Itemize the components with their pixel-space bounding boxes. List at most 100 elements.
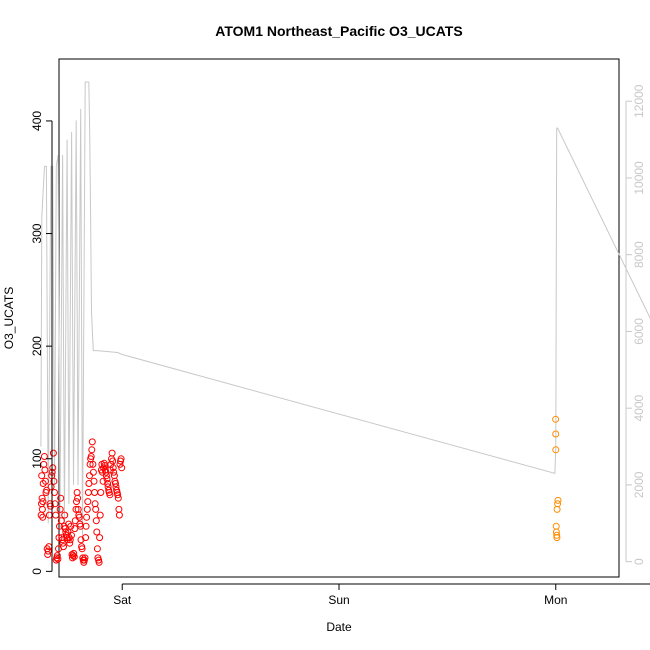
data-point-1 [39, 480, 47, 487]
data-point-1 [84, 498, 92, 506]
x-tick-label: Sat [113, 593, 132, 607]
data-point-2 [552, 430, 560, 438]
data-point-1 [91, 500, 99, 508]
data-point-1 [57, 494, 65, 502]
y-axis-label: O3_UCATS [2, 287, 16, 349]
data-point-1 [82, 522, 90, 530]
data-point-1 [93, 545, 101, 553]
data-point-1 [110, 468, 118, 476]
data-point-1 [106, 491, 114, 499]
data-point-1 [44, 547, 52, 555]
altitude-series [40, 81, 650, 543]
x-tick-label: Sun [328, 593, 349, 607]
data-point-2 [554, 500, 562, 508]
data-point-1 [66, 539, 74, 547]
data-point-2 [552, 415, 560, 423]
plot-box [58, 58, 620, 578]
data-point-1 [67, 522, 75, 530]
data-point-1 [97, 489, 105, 496]
data-point-1 [87, 453, 95, 460]
data-point-1 [92, 517, 100, 525]
data-point-1 [74, 494, 82, 502]
y-tick-label: 300 [30, 223, 44, 243]
data-point-1 [68, 551, 76, 558]
data-point-1 [75, 513, 83, 521]
altitude-line [40, 81, 650, 543]
data-point-1 [73, 489, 81, 496]
data-point-1 [53, 552, 61, 560]
data-point-1 [82, 534, 90, 542]
data-point-1 [43, 486, 51, 494]
data-point-1 [47, 483, 55, 491]
y2-tick-label: 6000 [632, 318, 646, 345]
data-point-1 [40, 453, 48, 460]
data-point-2 [553, 534, 561, 542]
data-point-1 [89, 460, 97, 468]
data-point-1 [117, 455, 125, 463]
y2-tick-label: 2000 [632, 471, 646, 498]
data-point-1 [60, 543, 67, 551]
data-point-1 [54, 555, 62, 563]
y-axis: 0 100 200 300 400 [30, 111, 53, 575]
data-point-1 [90, 477, 98, 485]
data-point-2 [552, 522, 560, 530]
data-point-2 [553, 531, 561, 539]
x-axis: SatSunMonTue [113, 583, 650, 607]
y-tick-label: 0 [30, 568, 44, 575]
data-point-1 [83, 505, 91, 513]
data-point-1 [96, 534, 104, 542]
data-point-1 [71, 517, 79, 525]
data-point-1 [59, 539, 67, 547]
y2-tick-label: 10000 [632, 161, 646, 195]
x-axis-label: Date [326, 620, 352, 634]
data-point-1 [39, 513, 47, 521]
data-point-1 [114, 494, 122, 502]
data-point-1 [65, 520, 73, 528]
data-point-1 [84, 489, 92, 496]
data-point-1 [92, 505, 100, 513]
data-point-2 [554, 496, 562, 504]
data-point-1 [109, 464, 117, 472]
data-point-1 [41, 466, 49, 474]
data-point-1 [86, 472, 93, 480]
data-point-1 [81, 554, 89, 562]
data-point-1 [73, 498, 80, 506]
x-tick-label: Mon [544, 593, 567, 607]
y2-tick-label: 0 [632, 558, 646, 565]
data-point-1 [104, 480, 112, 487]
data-point-1 [83, 513, 91, 521]
data-point-1 [57, 517, 65, 525]
data-point-1 [38, 472, 46, 480]
data-point-1 [50, 477, 58, 485]
data-point-1 [44, 551, 52, 558]
data-point-1 [49, 449, 57, 457]
data-point-1 [89, 468, 97, 476]
data-point-1 [72, 505, 80, 513]
data-point-1 [102, 472, 110, 480]
y2-tick-label: 8000 [632, 241, 646, 268]
data-point-1 [38, 505, 46, 513]
chart-title: ATOM1 Northeast_Pacific O3_UCATS [215, 23, 462, 39]
data-point-1 [42, 477, 49, 485]
data-point-1 [38, 494, 46, 502]
data-point-1 [115, 505, 123, 513]
data-point-1 [56, 505, 64, 513]
data-point-1 [118, 464, 126, 472]
data-point-1 [70, 549, 78, 557]
data-point-1 [39, 498, 47, 506]
data-point-1 [112, 480, 119, 487]
data-point-1 [49, 464, 57, 472]
y-tick-label: 100 [30, 448, 44, 468]
data-point-1 [66, 536, 74, 544]
data-point-1 [108, 449, 116, 457]
data-point-1 [91, 489, 99, 496]
y2-tick-label: 4000 [632, 395, 646, 422]
y2-axis: 0 2000 4000 6000 8000 10000 12000 [625, 84, 646, 565]
data-point-2 [552, 446, 560, 454]
data-point-1 [61, 511, 69, 519]
data-point-1 [71, 525, 79, 533]
data-point-1 [103, 475, 111, 483]
data-point-1 [52, 511, 60, 519]
data-point-1 [115, 511, 123, 519]
